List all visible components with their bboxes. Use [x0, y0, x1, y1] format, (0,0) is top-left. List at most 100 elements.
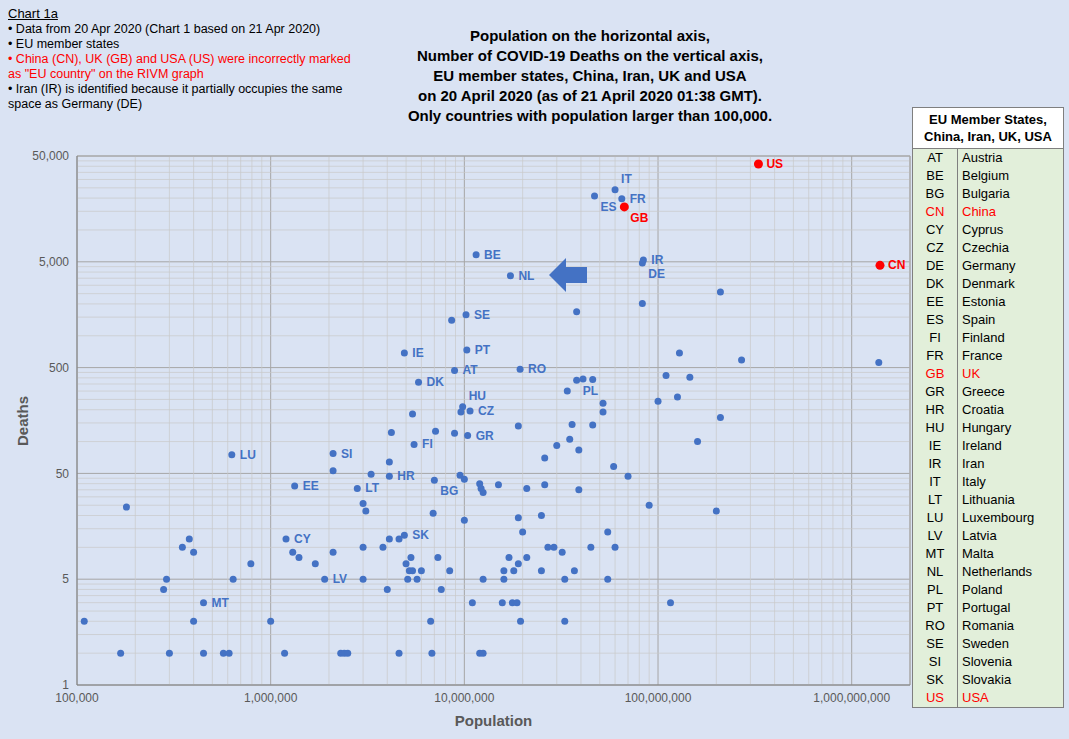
svg-text:FR: FR: [630, 192, 646, 206]
svg-text:LV: LV: [333, 572, 347, 586]
html-text:Luxembourg: Luxembourg: [962, 510, 1035, 525]
html-text:Finland: Finland: [962, 330, 1005, 345]
html-text:Malta: Malta: [962, 546, 994, 561]
svg-text:100,000,000: 100,000,000: [625, 691, 692, 705]
html-text:BE: BE: [926, 168, 944, 183]
svg-text:US: US: [766, 157, 783, 171]
svg-text:GB: GB: [630, 211, 648, 225]
html-text:Germany: Germany: [962, 258, 1016, 273]
html-text:Belgium: Belgium: [962, 168, 1009, 183]
html-text:DK: DK: [926, 276, 944, 291]
svg-text:BE: BE: [484, 248, 501, 262]
html-text:Italy: Italy: [962, 474, 986, 489]
html-text:Ireland: Ireland: [962, 438, 1002, 453]
html-text:DE: DE: [926, 258, 944, 273]
html-text:BG: BG: [925, 186, 945, 201]
html-text:Chart 1a: Chart 1a: [8, 6, 58, 21]
html-text:Austria: Austria: [962, 150, 1003, 165]
html-text:Lithuania: Lithuania: [962, 492, 1015, 507]
html-text:Bulgaria: Bulgaria: [962, 186, 1010, 201]
html-text:LU: LU: [926, 510, 944, 525]
html-text:Poland: Poland: [962, 582, 1003, 597]
html-text:China: China: [962, 204, 996, 219]
html-text:Population: Population: [454, 712, 533, 729]
html-text:Deaths: Deaths: [13, 395, 31, 446]
svg-text:1,000,000,000: 1,000,000,000: [813, 691, 890, 705]
html-text:France: France: [962, 348, 1003, 363]
html-text:CY: CY: [926, 222, 944, 237]
svg-text:ES: ES: [601, 200, 617, 214]
svg-text:CY: CY: [294, 532, 311, 546]
svg-text:5: 5: [62, 572, 69, 586]
svg-text:500: 500: [49, 361, 69, 375]
svg-text:IT: IT: [621, 172, 632, 186]
svg-text:AT: AT: [463, 363, 479, 377]
svg-text:SI: SI: [341, 447, 352, 461]
html-text:EE: EE: [926, 294, 944, 309]
svg-text:RO: RO: [528, 362, 546, 376]
svg-text:PL: PL: [583, 384, 598, 398]
html-text:NL: NL: [926, 564, 944, 579]
svg-text:HU: HU: [469, 389, 486, 403]
svg-text:IR: IR: [651, 253, 663, 267]
html-text:HU: HU: [925, 420, 945, 435]
html-text:Netherlands: Netherlands: [962, 564, 1033, 579]
svg-text:1: 1: [62, 678, 69, 692]
svg-text:LT: LT: [365, 481, 379, 495]
html-text:Denmark: Denmark: [962, 276, 1015, 291]
svg-text:50,000: 50,000: [32, 149, 69, 163]
html-text:UK: UK: [962, 366, 981, 381]
svg-text:DK: DK: [427, 375, 445, 389]
svg-text:DE: DE: [648, 267, 665, 281]
svg-text:MT: MT: [212, 596, 230, 610]
svg-text:50: 50: [56, 467, 70, 481]
html-text:GR: GR: [925, 384, 945, 399]
html-text:on 20 April 2020 (as of 21 Apr: on 20 April 2020 (as of 21 April 2020 01…: [418, 87, 762, 104]
html-text:Czechia: Czechia: [962, 240, 1009, 255]
html-text:Cyprus: Cyprus: [962, 222, 1004, 237]
svg-text:IE: IE: [412, 346, 423, 360]
html-text:HR: HR: [925, 402, 945, 417]
html-text:ES: ES: [926, 312, 944, 327]
svg-text:LU: LU: [240, 448, 256, 462]
svg-text:PT: PT: [475, 343, 491, 357]
html-text:MT: MT: [925, 546, 945, 561]
html-text:• China (CN), UK (GB) and USA: • China (CN), UK (GB) and USA (US) were …: [8, 52, 351, 81]
html-text:Greece: Greece: [962, 384, 1005, 399]
svg-text:HR: HR: [397, 469, 415, 483]
html-text:Population on the horizontal a: Population on the horizontal axis,: [470, 27, 710, 44]
svg-text:GR: GR: [476, 429, 494, 443]
html-text:Estonia: Estonia: [962, 294, 1006, 309]
html-text:PT: PT: [926, 600, 944, 615]
svg-text:FI: FI: [422, 437, 433, 451]
svg-text:100,000: 100,000: [55, 691, 99, 705]
html-text:EU member states, China, Iran,: EU member states, China, Iran, UK and US…: [433, 67, 747, 84]
html-text:Only countries with population: Only countries with population larger th…: [407, 107, 773, 124]
svg-text:10,000,000: 10,000,000: [434, 691, 494, 705]
svg-text:CZ: CZ: [478, 404, 494, 418]
html-text:CZ: CZ: [926, 240, 944, 255]
html-text:EU Member States, China, Iran,: EU Member States, China, Iran, UK, USA: [924, 112, 1052, 144]
svg-text:BG: BG: [440, 484, 458, 498]
html-text:Hungary: Hungary: [962, 420, 1012, 435]
html-text:Iran: Iran: [962, 456, 985, 471]
html-text:Spain: Spain: [962, 312, 996, 327]
svg-text:1,000,000: 1,000,000: [244, 691, 298, 705]
html-text:• Iran (IR) is identified beca: • Iran (IR) is identified because it par…: [8, 82, 343, 111]
html-text:Croatia: Croatia: [962, 402, 1004, 417]
svg-text:EE: EE: [303, 479, 319, 493]
html-text:GB: GB: [925, 366, 945, 381]
html-text:Number of COVID-19 Deaths on t: Number of COVID-19 Deaths on the vertica…: [417, 47, 763, 64]
html-text:CN: CN: [925, 204, 945, 219]
html-text:AT: AT: [927, 150, 943, 165]
html-text:LT: LT: [927, 492, 943, 507]
html-text:LV: LV: [927, 528, 943, 543]
svg-text:SK: SK: [412, 528, 429, 542]
svg-text:SE: SE: [474, 308, 490, 322]
html-text:Latvia: Latvia: [962, 528, 997, 543]
svg-text:NL: NL: [518, 269, 534, 283]
html-text:FR: FR: [926, 348, 944, 363]
svg-text:5,000: 5,000: [39, 255, 69, 269]
html-text:PL: PL: [927, 582, 943, 597]
svg-text:CN: CN: [888, 258, 905, 272]
